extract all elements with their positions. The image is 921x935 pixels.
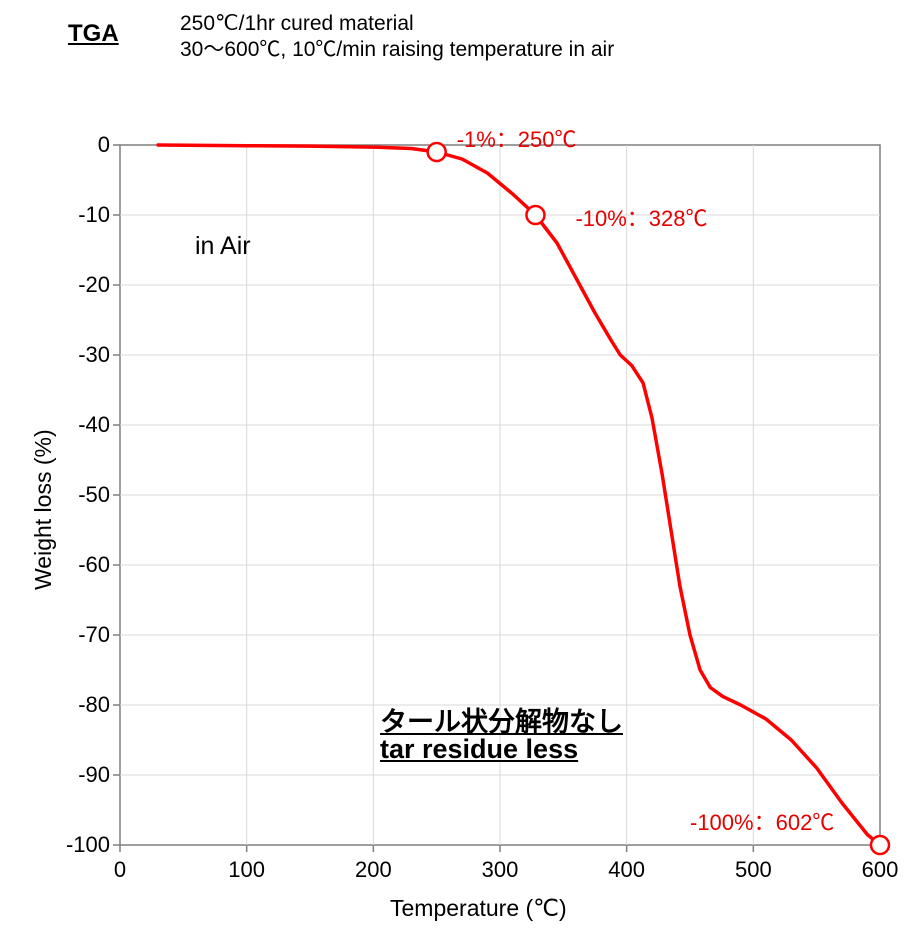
y-tick-label: -10 — [55, 202, 110, 228]
marker-label: -100%：602℃ — [690, 805, 834, 837]
y-tick-label: -90 — [55, 762, 110, 788]
y-tick-label: -70 — [55, 622, 110, 648]
y-tick-label: -60 — [55, 552, 110, 578]
tar-residue-en: tar residue less — [380, 734, 578, 765]
marker-circle — [526, 206, 544, 224]
y-tick-label: -100 — [55, 832, 110, 858]
x-tick-label: 400 — [597, 857, 657, 883]
x-tick-label: 500 — [723, 857, 783, 883]
x-tick-label: 0 — [90, 857, 150, 883]
y-tick-label: -80 — [55, 692, 110, 718]
x-tick-label: 300 — [470, 857, 530, 883]
marker-label: -10%：328℃ — [575, 201, 707, 233]
marker-circle — [871, 836, 889, 854]
x-tick-label: 100 — [217, 857, 277, 883]
y-tick-label: -40 — [55, 412, 110, 438]
y-tick-label: 0 — [55, 132, 110, 158]
x-tick-label: 600 — [850, 857, 910, 883]
marker-circle — [428, 143, 446, 161]
y-tick-label: -50 — [55, 482, 110, 508]
y-tick-label: -30 — [55, 342, 110, 368]
marker-label: -1%：250℃ — [457, 122, 577, 154]
in-air-text: in Air — [195, 232, 251, 261]
y-tick-label: -20 — [55, 272, 110, 298]
x-tick-label: 200 — [343, 857, 403, 883]
